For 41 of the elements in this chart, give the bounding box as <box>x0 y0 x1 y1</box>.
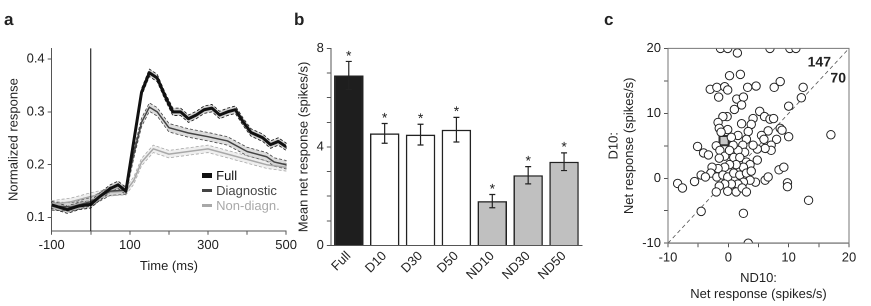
x-tick-label: D10 <box>362 248 390 276</box>
annotation: * <box>346 47 352 64</box>
annotation: * <box>525 152 532 168</box>
text: Full <box>216 168 238 183</box>
x-axis-title: ND10: Net response (spikes/s) <box>690 270 827 301</box>
chart-title: c <box>604 10 614 29</box>
annotation: * <box>454 103 460 120</box>
y-tick-label: 10 <box>646 104 661 120</box>
x-tick-label: D30 <box>398 248 426 276</box>
x-tick-label: -10 <box>658 250 678 265</box>
x-tick-label: 100 <box>118 237 141 252</box>
y-tick-label: 0.4 <box>26 50 45 66</box>
annotation: 70 <box>830 69 846 86</box>
annotation: 147 <box>808 53 832 70</box>
chart-title: a <box>4 10 14 29</box>
y-tick-label: 0.2 <box>26 156 45 172</box>
y-axis-title: Normalized response <box>5 78 20 202</box>
x-tick-label: 500 <box>275 237 298 252</box>
y-tick-label: 4 <box>316 138 324 154</box>
x-axis-title: Time (ms) <box>140 258 198 273</box>
legend-label: Diagnostic <box>216 182 277 198</box>
x-tick-label: 300 <box>197 237 219 252</box>
x-tick-label: 0 <box>724 250 732 265</box>
x-tick-label: 20 <box>842 250 856 265</box>
chart-title: b <box>294 10 304 29</box>
x-tick-label: Full <box>328 248 354 274</box>
annotation: * <box>490 180 496 196</box>
y-tick-label: 8 <box>316 40 324 55</box>
y-axis-title: Mean net response (spikes/s) <box>295 62 310 232</box>
legend-label: Non-diagn. <box>216 198 280 213</box>
annotation: * <box>382 109 388 126</box>
x-tick-label: 10 <box>781 250 796 265</box>
y-tick-label: 20 <box>646 40 661 55</box>
x-tick-label: -100 <box>38 237 65 252</box>
x-tick-label: D50 <box>434 248 462 276</box>
y-axis-title: D10: Net response (spikes/s) <box>605 78 636 214</box>
annotation: * <box>561 138 568 155</box>
y-tick-label: 0.1 <box>26 209 45 224</box>
y-tick-label: 0.3 <box>26 103 45 118</box>
annotation: * <box>418 110 424 126</box>
y-tick-label: 0 <box>654 170 661 185</box>
